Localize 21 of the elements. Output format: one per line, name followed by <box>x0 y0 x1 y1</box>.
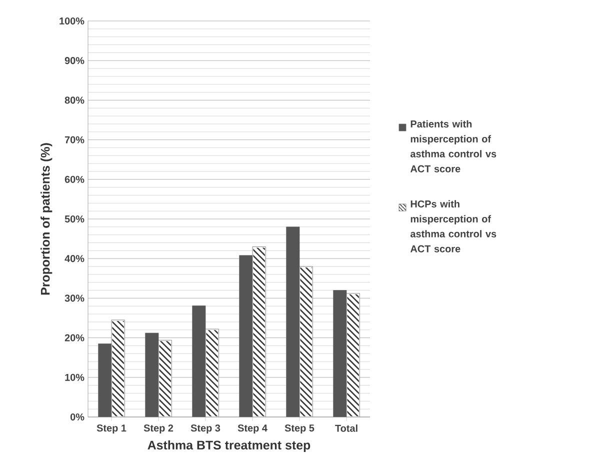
y-tick-label: 50% <box>64 215 84 223</box>
y-tick-label: 60% <box>64 176 84 183</box>
y-tick-label: 0% <box>70 413 84 421</box>
y-tick-label: 40% <box>64 255 84 262</box>
y-tick-label: 70% <box>64 136 84 144</box>
x-tick-label: Step 5 <box>284 424 314 434</box>
x-tick-label: Step 1 <box>96 424 126 434</box>
legend-label: Patients with misperception of asthma control vs ACT score <box>410 120 496 172</box>
y-tick-label: 80% <box>64 96 84 104</box>
y-tick-label: 20% <box>64 334 84 342</box>
legend-label: HCPs with misperception of asthma control vs ACT score <box>410 200 496 252</box>
x-tick-label: Step 2 <box>144 424 174 434</box>
x-tick-label: Step 4 <box>238 424 268 434</box>
x-tick-label: Total <box>335 424 358 432</box>
y-tick-label: 10% <box>65 374 84 381</box>
y-tick-label: 30% <box>64 294 84 302</box>
y-axis-title: Proportion of patients (%) <box>40 143 52 295</box>
x-axis-title: Asthma BTS treatment step <box>148 440 310 452</box>
y-tick-label: 90% <box>64 57 84 64</box>
y-tick-label: 100% <box>60 17 84 25</box>
x-tick-label: Step 3 <box>190 424 220 434</box>
